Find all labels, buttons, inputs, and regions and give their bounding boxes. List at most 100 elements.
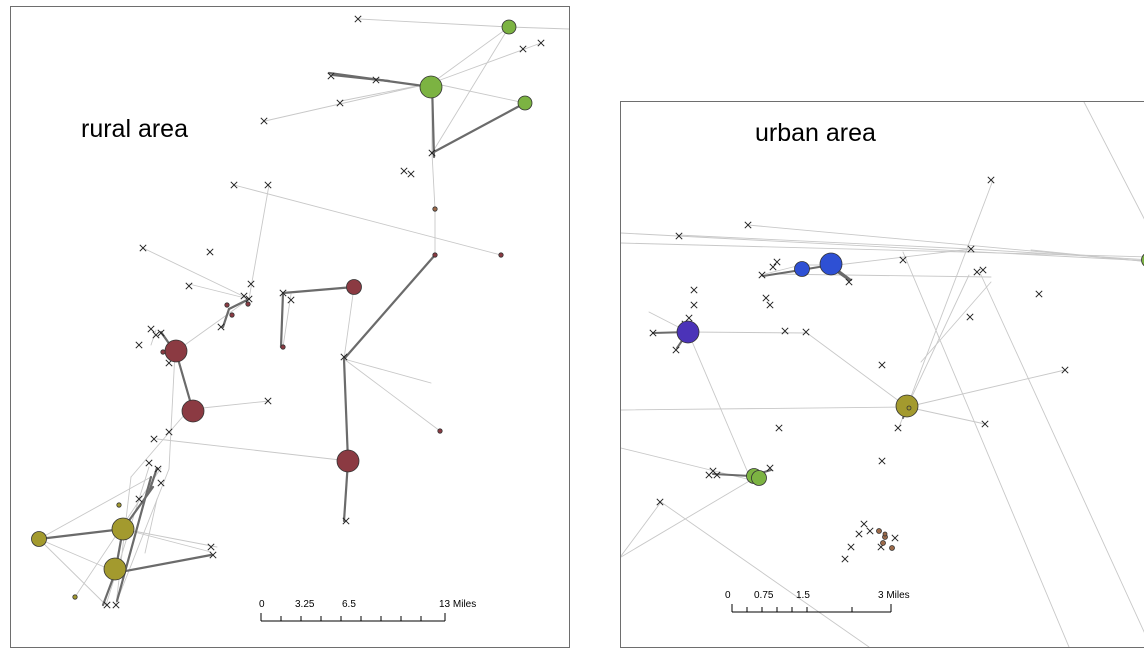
circle-node-icon — [499, 253, 503, 257]
link-line — [688, 332, 751, 480]
circle-node-icon — [433, 253, 437, 257]
link-line-strong — [713, 474, 751, 476]
x-marker-icon — [158, 330, 164, 336]
link-line — [907, 180, 993, 407]
urban-cross-markers — [650, 177, 1068, 562]
x-marker-icon — [706, 472, 712, 478]
circle-node-icon — [112, 518, 134, 540]
link-line — [143, 248, 249, 299]
rural-map-canvas[interactable]: 0 3.25 6.5 13 Miles — [11, 7, 569, 647]
circle-node-icon — [433, 207, 437, 211]
link-line — [344, 359, 440, 431]
link-line — [432, 153, 435, 209]
link-line — [509, 27, 569, 29]
link-line — [359, 19, 509, 27]
link-line — [748, 225, 1144, 262]
x-marker-icon — [879, 362, 885, 368]
x-marker-icon — [140, 245, 146, 251]
link-line — [344, 359, 431, 383]
scale-bar-label: 0 — [725, 590, 731, 601]
x-marker-icon — [691, 287, 697, 293]
link-line — [265, 83, 432, 121]
x-marker-icon — [408, 171, 414, 177]
x-marker-icon — [856, 531, 862, 537]
x-marker-icon — [148, 326, 154, 332]
x-marker-icon — [892, 535, 898, 541]
x-marker-icon — [974, 269, 980, 275]
link-line-strong — [283, 287, 354, 293]
link-line — [621, 407, 907, 410]
x-marker-icon — [895, 425, 901, 431]
link-line-strong — [329, 73, 431, 87]
link-line — [981, 275, 1144, 647]
circle-node-icon — [73, 595, 77, 599]
link-line — [175, 299, 249, 352]
link-line — [234, 185, 501, 255]
x-marker-icon — [691, 302, 697, 308]
circle-node-icon — [337, 450, 359, 472]
circle-node-icon — [896, 395, 918, 417]
link-line — [432, 83, 525, 103]
x-marker-icon — [861, 521, 867, 527]
x-marker-icon — [967, 314, 973, 320]
circle-node-icon — [883, 532, 887, 536]
link-line — [661, 502, 869, 647]
x-marker-icon — [207, 249, 213, 255]
link-line — [157, 439, 349, 461]
link-line — [39, 539, 106, 605]
x-marker-icon — [982, 421, 988, 427]
circle-node-icon — [820, 253, 842, 275]
link-line — [677, 235, 971, 249]
x-marker-icon — [686, 315, 692, 321]
scale-bar-label: 3.25 — [295, 599, 315, 610]
urban-link-lines — [621, 102, 1144, 647]
scale-bar-label: 0 — [259, 599, 265, 610]
scale-bar-label: 6.5 — [342, 599, 356, 610]
circle-node-icon — [877, 529, 882, 534]
link-line — [249, 185, 269, 299]
link-line — [283, 294, 291, 347]
circle-node-icon — [117, 503, 121, 507]
link-line — [189, 284, 249, 299]
x-marker-icon — [980, 267, 986, 273]
circle-node-icon — [518, 96, 532, 110]
link-line — [907, 370, 1065, 407]
link-line — [621, 480, 751, 557]
x-marker-icon — [867, 528, 873, 534]
circle-node-icon — [795, 262, 810, 277]
link-line-strong — [281, 293, 283, 347]
link-line — [169, 352, 175, 469]
link-line-strong — [39, 529, 123, 539]
circle-node-icon — [677, 321, 699, 343]
circle-node-icon — [281, 345, 285, 349]
circle-node-icon — [420, 76, 442, 98]
link-line-strong — [344, 255, 435, 359]
circle-node-icon — [438, 429, 442, 433]
link-line — [116, 477, 131, 605]
circle-node-icon — [246, 302, 250, 306]
link-line — [907, 407, 985, 424]
x-marker-icon — [770, 264, 776, 270]
x-marker-icon — [1062, 367, 1068, 373]
x-marker-icon — [657, 499, 663, 505]
x-marker-icon — [776, 425, 782, 431]
rural-link-lines — [39, 19, 569, 605]
rural-cross-markers — [104, 16, 544, 608]
x-marker-icon — [767, 302, 773, 308]
x-marker-icon — [774, 259, 780, 265]
circle-node-icon — [230, 313, 234, 317]
circle-node-icon — [502, 20, 516, 34]
circle-node-icon — [32, 532, 47, 547]
x-marker-icon — [763, 295, 769, 301]
x-marker-icon — [1036, 291, 1042, 297]
link-line-strong — [344, 359, 348, 461]
scale-bar-label: 0.75 — [754, 590, 774, 601]
scale-bar-label: 13 Miles — [439, 599, 476, 610]
x-marker-icon — [136, 342, 142, 348]
circle-node-icon — [890, 546, 895, 551]
x-marker-icon — [401, 168, 407, 174]
rural-scale-bar: 0 3.25 6.5 13 Miles — [259, 599, 476, 621]
